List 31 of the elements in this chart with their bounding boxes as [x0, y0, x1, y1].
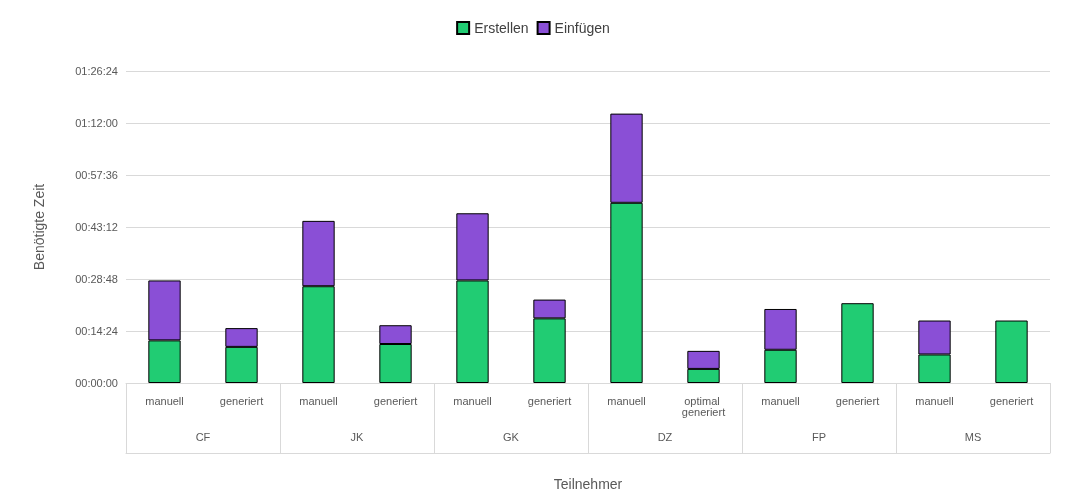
y-tick-label: 01:12:00 [75, 117, 118, 129]
x-tick-label: manuell [607, 394, 646, 407]
x-axis-title: Teilnehmer [553, 476, 623, 492]
bar [841, 303, 874, 383]
text: GK [503, 430, 520, 443]
x-tick-label: manuell [915, 394, 954, 407]
x-tick-label: manuell [761, 394, 800, 407]
y-tick-label: 01:26:24 [75, 65, 118, 77]
y-axis-title: Benötigte Zeit [31, 183, 47, 271]
x-tick-label: generiert [219, 394, 264, 407]
y-tick-label: 00:57:36 [75, 169, 118, 181]
y-tick-label: 00:00:00 [75, 377, 118, 389]
x-tick-label: manuell [145, 394, 184, 407]
x-tick-label: generiert [373, 394, 418, 407]
x-tick-label: generiert [989, 394, 1034, 407]
x-tick-label: generiert [835, 394, 880, 407]
x-tick-label: optimal generiert [681, 394, 726, 418]
text: MS [964, 430, 982, 443]
x-tick-label: manuell [453, 394, 492, 407]
text: JK [350, 430, 365, 443]
bar [995, 320, 1028, 383]
x-tick-label: generiert [527, 394, 572, 407]
legend-label: Einfügen [554, 20, 610, 36]
text: CF [195, 430, 211, 443]
y-tick-label: 00:14:24 [75, 325, 118, 337]
text: FP [811, 430, 827, 443]
y-tick-label: 00:28:48 [75, 273, 118, 285]
legend-label: Erstellen [474, 20, 529, 36]
text: DZ [657, 430, 673, 443]
y-tick-label: 00:43:12 [75, 221, 118, 233]
x-tick-label: manuell [299, 394, 338, 407]
